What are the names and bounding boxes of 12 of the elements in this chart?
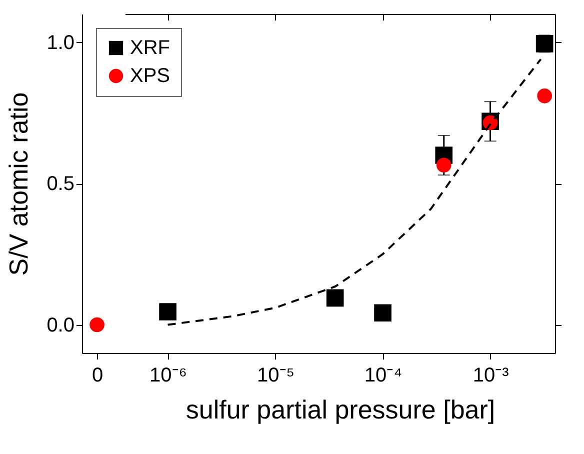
legend-label: XRF (130, 37, 170, 59)
x-tick-label: 10⁻⁶ (150, 364, 188, 386)
y-tick-label: 0.5 (46, 173, 74, 195)
x-axis-title: sulfur partial pressure [bar] (186, 394, 496, 424)
y-tick-label: 1.0 (46, 32, 74, 54)
x-tick-label: 0 (92, 364, 104, 386)
y-axis-title: S/V atomic ratio (4, 92, 34, 276)
x-tick-label: 10⁻⁴ (364, 364, 402, 386)
x-tick-label: 10⁻³ (472, 364, 510, 386)
legend-label: XPS (130, 65, 170, 87)
y-tick-label: 0.0 (46, 314, 74, 336)
x-tick-label: 10⁻⁵ (257, 364, 295, 386)
